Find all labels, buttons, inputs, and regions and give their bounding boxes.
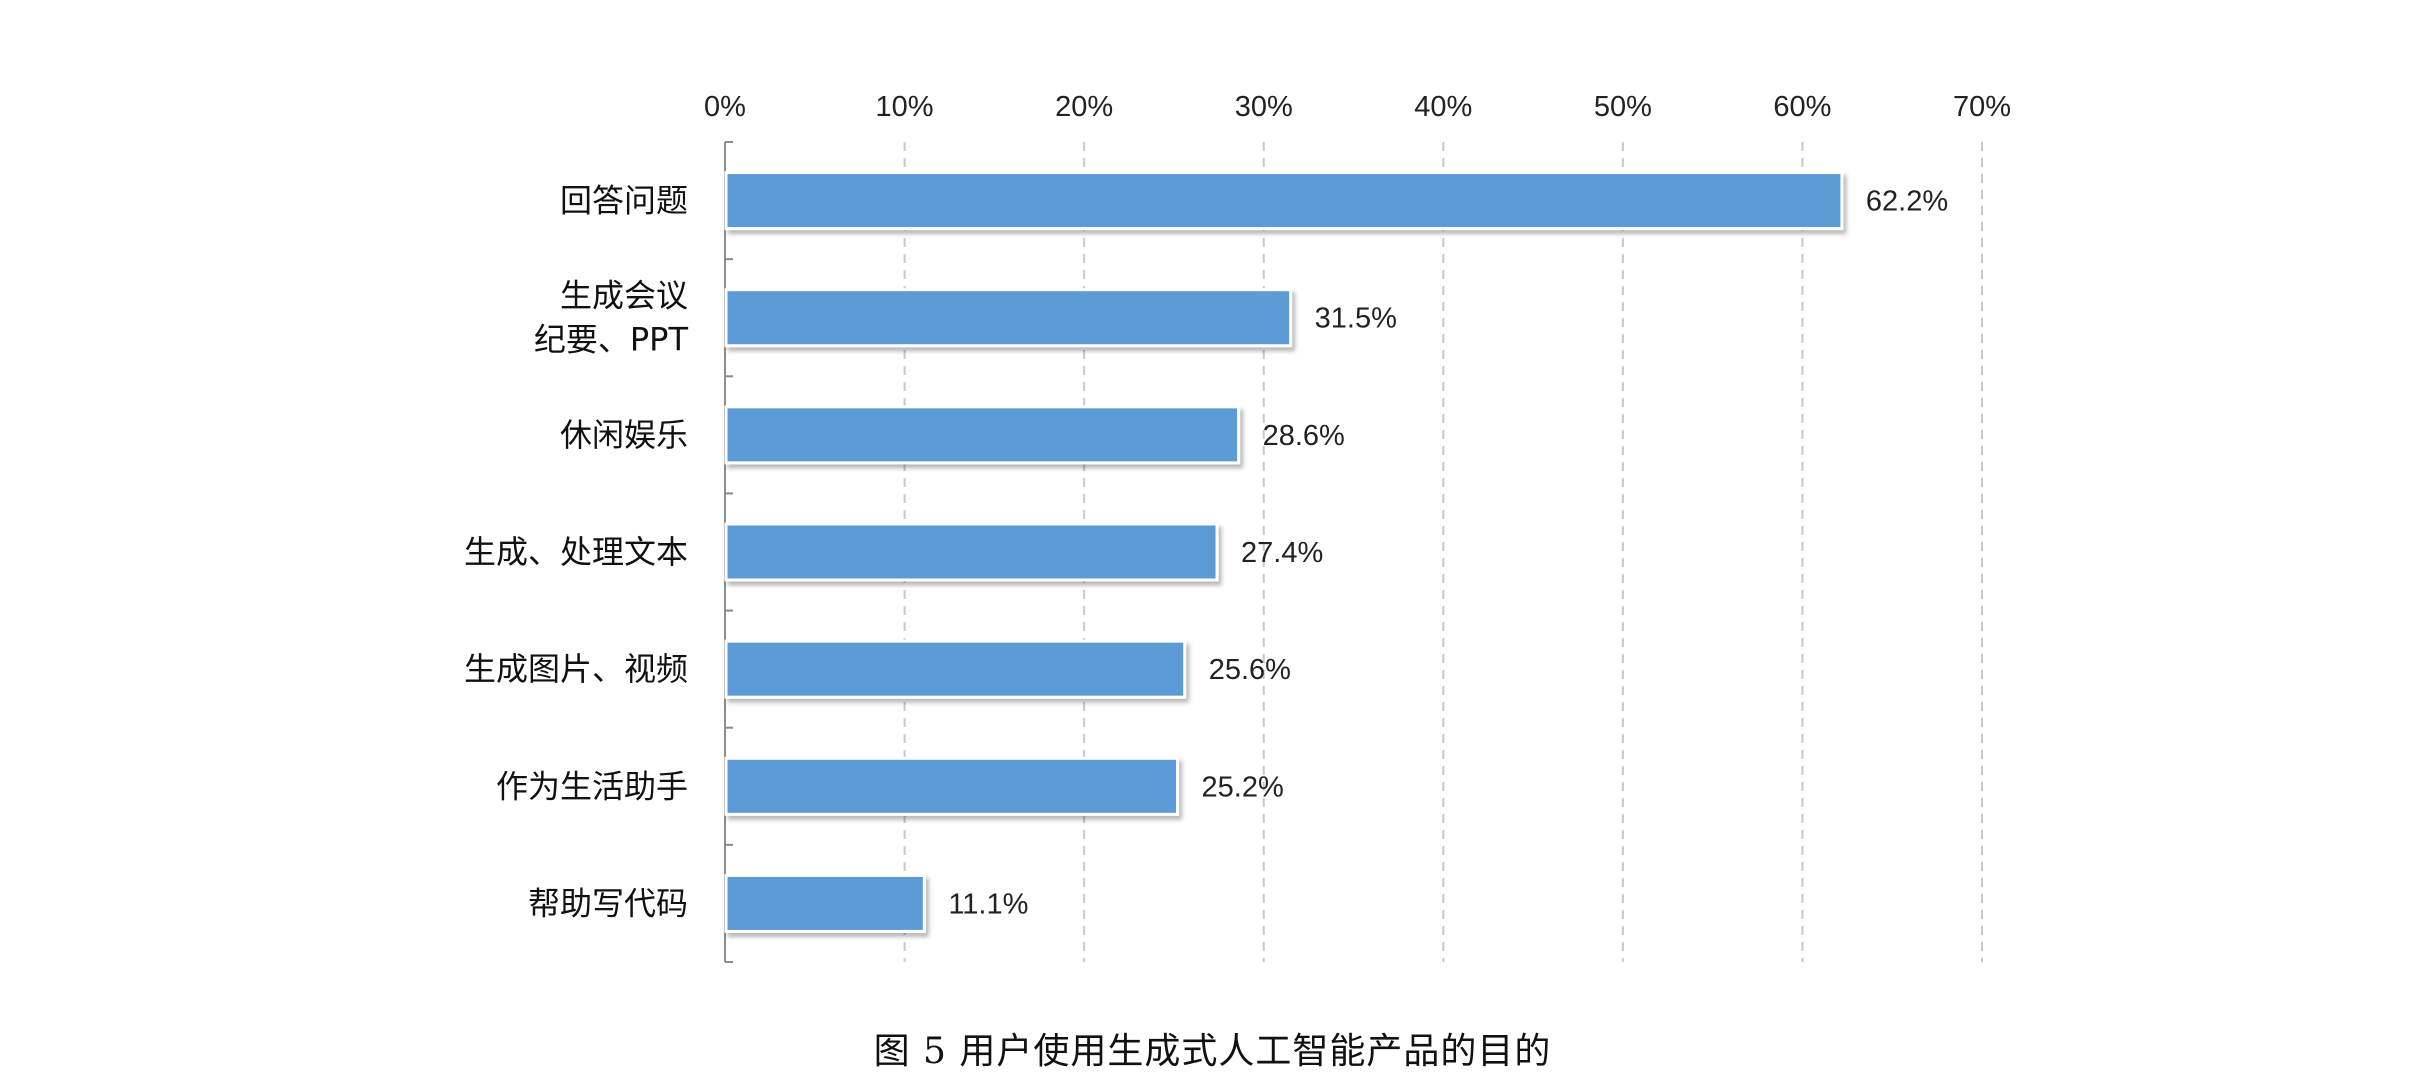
bar	[724, 522, 1219, 582]
x-tick-label: 10%	[876, 91, 934, 123]
figure-caption: 图 5 用户使用生成式人工智能产品的目的	[873, 1031, 1552, 1072]
category-label: 作为生活助手	[496, 767, 688, 805]
data-label: 62.2%	[1866, 186, 1948, 218]
grid-lines	[903, 142, 1983, 962]
data-label: 28.6%	[1263, 420, 1345, 452]
category-label: 生成会议	[560, 277, 688, 315]
x-tick-label: 70%	[1953, 91, 2011, 123]
category-label: 回答问题	[560, 182, 688, 220]
x-tick-label: 0%	[704, 91, 746, 123]
data-labels: 62.2% 31.5% 28.6% 27.4% 25.6% 25.2% 11.1%	[948, 186, 1948, 921]
x-axis-ticks: 0% 10% 20% 30% 40% 50% 60% 70%	[704, 91, 2011, 123]
bar	[724, 873, 926, 933]
data-label: 25.2%	[1202, 771, 1284, 803]
category-label: 生成图片、视频	[464, 650, 688, 688]
bar	[724, 405, 1241, 465]
bar	[724, 288, 1293, 348]
x-tick-label: 30%	[1235, 91, 1293, 123]
category-label: 帮助写代码	[528, 884, 688, 922]
x-tick-label: 40%	[1414, 91, 1472, 123]
category-label: 纪要、PPT	[534, 321, 689, 359]
category-label: 休闲娱乐	[560, 416, 688, 454]
data-label: 27.4%	[1241, 537, 1323, 569]
bars	[724, 171, 1844, 933]
category-label: 生成、处理文本	[464, 533, 688, 571]
data-label: 25.6%	[1209, 654, 1291, 686]
x-tick-label: 60%	[1773, 91, 1831, 123]
x-tick-label: 50%	[1594, 91, 1652, 123]
data-label: 11.1%	[948, 888, 1028, 920]
x-tick-label: 20%	[1055, 91, 1113, 123]
bar	[724, 171, 1844, 231]
bar	[724, 756, 1180, 816]
data-label: 31.5%	[1315, 303, 1397, 335]
bar	[724, 639, 1187, 699]
